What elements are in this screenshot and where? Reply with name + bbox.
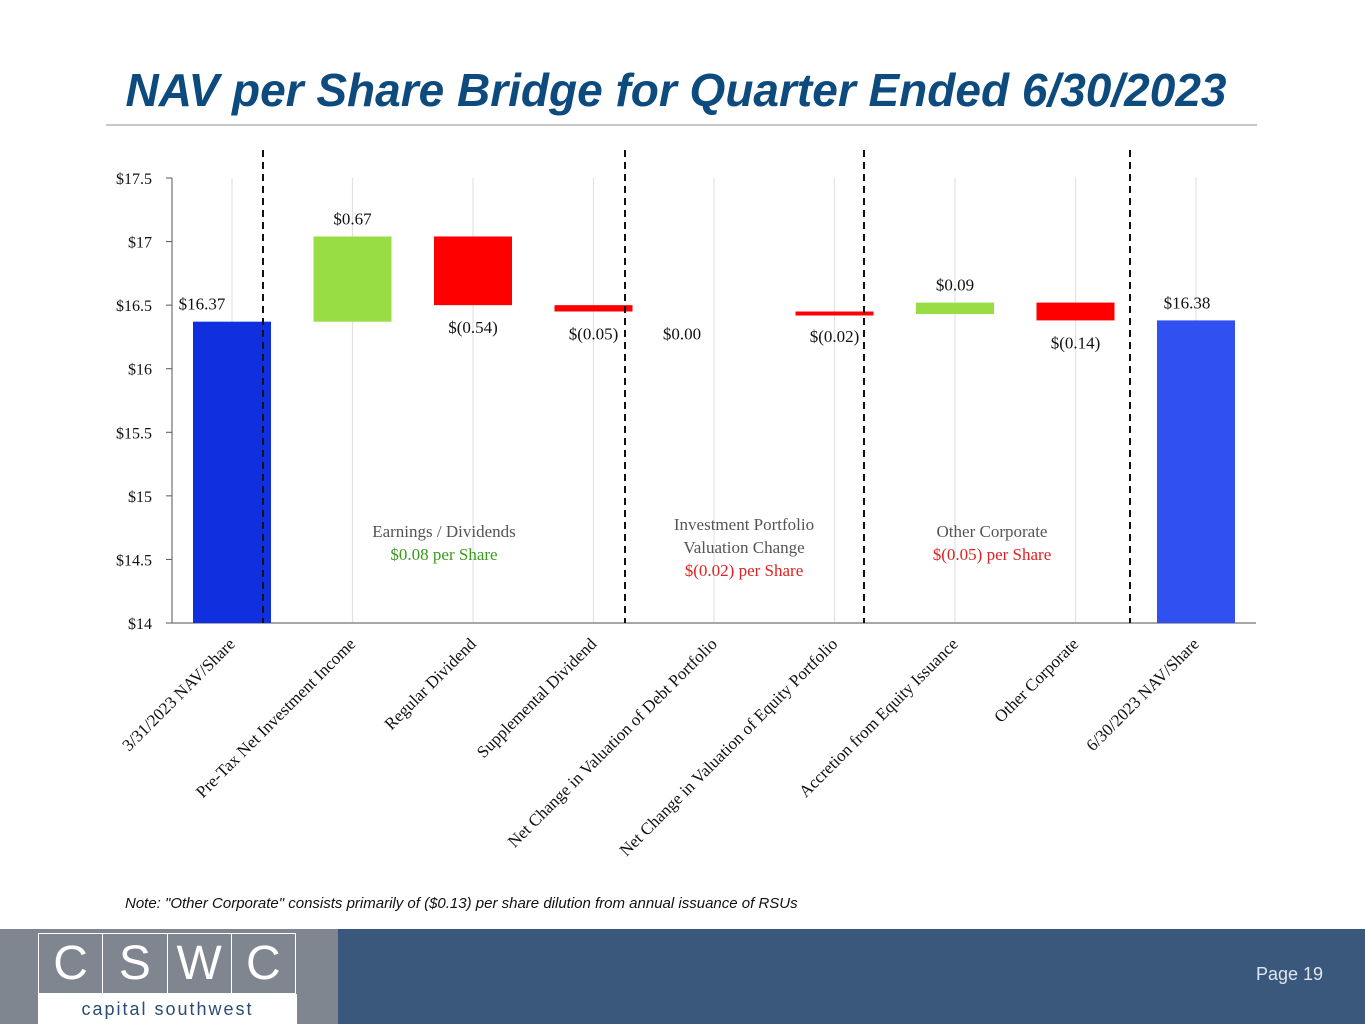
title-divider <box>106 124 1257 126</box>
category-label: Supplemental Dividend <box>473 634 601 762</box>
bar-decrease <box>1036 302 1115 321</box>
bar-increase <box>916 302 994 315</box>
bar-decrease <box>434 236 512 306</box>
page-number: Page 19 <box>1255 964 1323 984</box>
category-label: 3/31/2023 NAV/Share <box>118 634 238 754</box>
bar-decrease <box>795 311 874 316</box>
group-heading: Investment Portfolio <box>674 515 814 534</box>
group-heading: Other Corporate <box>937 522 1048 541</box>
y-tick-label: $16.5 <box>116 298 152 315</box>
logo-letter-box: C S W C <box>38 933 296 994</box>
logo-letter: W <box>166 934 231 993</box>
logo-letter: C <box>53 936 88 990</box>
group-value: $0.08 per Share <box>390 545 497 564</box>
data-label: $(0.02) <box>810 327 860 346</box>
y-tick-label: $15 <box>128 489 152 506</box>
data-label: $0.00 <box>663 325 701 344</box>
bar-total <box>193 321 271 623</box>
y-tick-label: $17 <box>128 235 152 252</box>
page-title: NAV per Share Bridge for Quarter Ended 6… <box>125 64 1227 116</box>
cswc-logo: C S W C capital southwest <box>38 933 297 1024</box>
logo-subtitle: capital southwest <box>38 994 297 1024</box>
category-label: Net Change in Valuation of Equity Portfo… <box>616 634 842 860</box>
data-label: $16.37 <box>179 295 226 314</box>
group-value: $(0.02) per Share <box>685 561 804 580</box>
logo-letter: S <box>102 934 166 993</box>
y-tick-label: $15.5 <box>116 425 152 442</box>
data-label: $(0.05) <box>569 325 619 344</box>
data-label: $(0.14) <box>1051 333 1101 352</box>
nav-bridge-chart: $14 $14.5 $15 $15.5 $16 $16.5 $17 $17.5 $16.37 3/… <box>116 150 1256 860</box>
data-label: $0.67 <box>333 209 372 228</box>
footer-band <box>338 929 1365 1024</box>
data-label: $(0.54) <box>448 318 498 337</box>
y-tick-label: $17.5 <box>116 171 152 188</box>
category-label: 6/30/2023 NAV/Share <box>1082 634 1202 754</box>
logo-letter: C <box>230 934 295 993</box>
bar-decrease <box>554 305 633 312</box>
data-label: $16.38 <box>1164 293 1211 312</box>
group-value: $(0.05) per Share <box>933 545 1052 564</box>
y-tick-label: $16 <box>128 362 152 379</box>
footnote: Note: "Other Corporate" consists primari… <box>125 895 798 912</box>
category-label: Other Corporate <box>990 634 1082 726</box>
data-label: $0.09 <box>936 276 974 295</box>
y-tick-label: $14 <box>128 616 152 633</box>
category-label: Net Change in Valuation of Debt Portfoli… <box>504 634 721 851</box>
y-tick-label: $14.5 <box>116 552 152 569</box>
group-heading: Valuation Change <box>683 538 804 557</box>
bar-increase <box>313 236 392 322</box>
bar-total <box>1157 320 1235 623</box>
group-heading: Earnings / Dividends <box>372 522 516 541</box>
category-label: Regular Dividend <box>381 634 481 734</box>
